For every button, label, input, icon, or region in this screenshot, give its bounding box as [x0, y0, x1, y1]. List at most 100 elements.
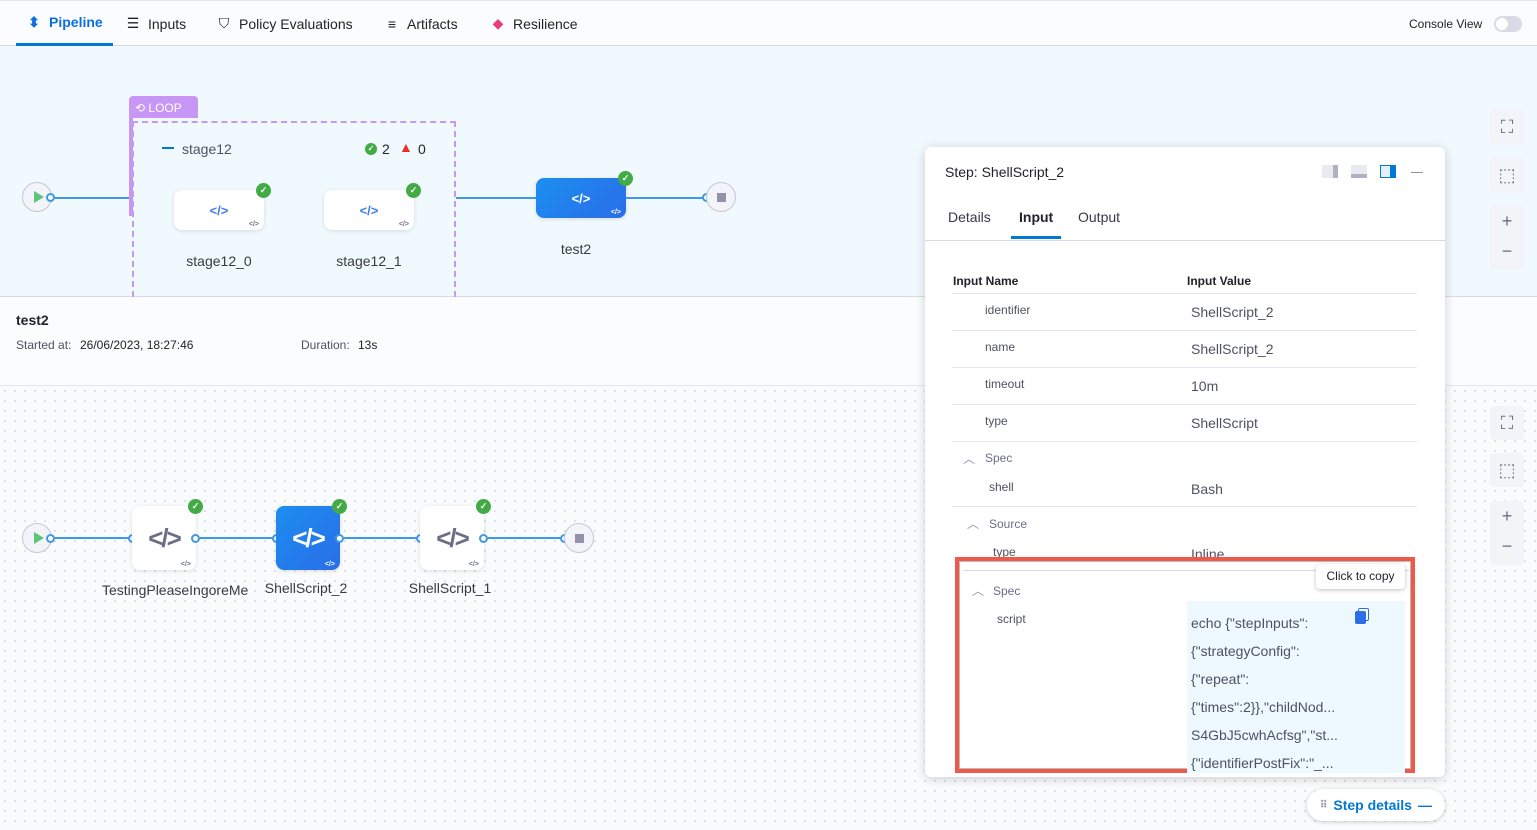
- input-name: name: [985, 340, 1016, 354]
- edge: [456, 197, 536, 199]
- loop-icon: ⟲: [135, 101, 149, 115]
- script-line: {"times":2}},"childNod...: [1191, 699, 1336, 715]
- layout-right-icon[interactable]: [1322, 165, 1338, 178]
- input-name: script: [997, 612, 1026, 626]
- tab-resilience[interactable]: ◆ Resilience: [490, 1, 578, 46]
- group-label: Spec: [985, 451, 1013, 465]
- input-name: type: [993, 545, 1016, 559]
- port: [46, 534, 55, 543]
- stage-node-stage12-0[interactable]: </> </>: [174, 190, 264, 230]
- panel-title: Step: ShellScript_2: [945, 164, 1065, 180]
- divider: [925, 240, 1445, 241]
- drag-handle-icon[interactable]: ⠿: [1320, 799, 1328, 811]
- success-icon: ✓: [365, 143, 377, 155]
- tab-input[interactable]: Input: [1011, 209, 1062, 239]
- edge: [55, 537, 132, 539]
- minimize-icon: —: [1417, 797, 1432, 813]
- port: [191, 534, 200, 543]
- script-value: echo {"stepInputs": {"strategyConfig": {…: [1187, 601, 1405, 773]
- copy-icon[interactable]: [1355, 611, 1366, 624]
- collapse-icon[interactable]: [162, 147, 174, 149]
- success-icon: ✓: [188, 499, 203, 514]
- console-view-toggle[interactable]: [1494, 16, 1522, 32]
- resilience-icon: ◆: [492, 15, 504, 31]
- loop-container: stage12 ✓ 2 ▲ 0 </> </> ✓ stage12_0 </> </…: [132, 121, 456, 297]
- input-name: shell: [989, 480, 1014, 494]
- step-node-shellscript-2[interactable]: </> </>: [276, 506, 340, 570]
- select-button[interactable]: ⬚: [1490, 453, 1524, 487]
- success-icon: ✓: [618, 171, 633, 186]
- copy-tooltip: Click to copy: [1316, 564, 1405, 589]
- input-value: ShellScript: [1191, 415, 1258, 431]
- loop-bar: [129, 118, 133, 216]
- tab-pipeline[interactable]: ⬍ Pipeline: [16, 1, 113, 46]
- tooltip-text: Click to copy: [1326, 569, 1395, 583]
- tab-output[interactable]: Output: [1078, 209, 1121, 225]
- success-icon: ✓: [256, 183, 271, 198]
- edge: [55, 197, 130, 199]
- script-line: {"repeat":: [1191, 671, 1250, 687]
- zoom-out-button[interactable]: −: [1501, 241, 1513, 261]
- tab-artifacts[interactable]: ≡ Artifacts: [384, 1, 458, 46]
- port: [335, 534, 344, 543]
- minimize-icon[interactable]: [1411, 172, 1423, 173]
- duration-label: Duration:: [301, 338, 350, 352]
- zoom-controls[interactable]: + −: [1490, 206, 1524, 270]
- code-icon: </>: [292, 522, 326, 553]
- step-node-shellscript-1[interactable]: </> </>: [420, 506, 484, 570]
- zoom-in-button[interactable]: +: [1501, 211, 1513, 231]
- step-details-label: Step details: [1333, 797, 1412, 813]
- layout-float-icon[interactable]: [1380, 165, 1396, 178]
- failure-count: 0: [418, 141, 426, 157]
- pipeline-icon: ⬍: [28, 13, 40, 30]
- tab-policy-evaluations[interactable]: ⛉ Policy Evaluations: [216, 1, 353, 46]
- code-icon: </>: [148, 522, 182, 553]
- end-node: [564, 523, 594, 553]
- spec-group[interactable]: ︿ Spec shell Bash: [952, 442, 1417, 507]
- stage-title: test2: [16, 312, 49, 328]
- fit-screen-button[interactable]: ⛶: [1490, 406, 1524, 440]
- stage-node-stage12-1[interactable]: </> </>: [324, 190, 414, 230]
- step-details-button[interactable]: ⠿ Step details —: [1307, 789, 1445, 821]
- step-label: ShellScript_1: [408, 580, 492, 596]
- success-icon: ✓: [476, 499, 491, 514]
- chevron-up-icon[interactable]: ︿: [967, 517, 980, 531]
- source-group[interactable]: ︿ Source type Inline: [956, 507, 1417, 571]
- zoom-out-button[interactable]: −: [1501, 536, 1513, 556]
- step-node-testingpleaseingoreme[interactable]: </> </>: [132, 506, 196, 570]
- col-input-value: Input Value: [1187, 274, 1252, 288]
- stage-group-name: stage12: [182, 141, 232, 157]
- edge: [626, 197, 706, 199]
- script-line: S4GbJ5cwhAcfsg","st...: [1191, 727, 1338, 743]
- zoom-controls[interactable]: + −: [1490, 501, 1524, 565]
- script-line: {"strategyConfig":: [1191, 643, 1300, 659]
- warning-icon: ▲: [399, 139, 413, 155]
- divider: [952, 293, 1417, 294]
- chevron-up-icon[interactable]: ︿: [972, 584, 985, 598]
- input-value: 10m: [1191, 378, 1219, 394]
- fit-screen-button[interactable]: ⛶: [1490, 110, 1524, 144]
- stage-label: stage12_1: [336, 253, 402, 269]
- chevron-up-icon[interactable]: ︿: [963, 452, 976, 466]
- success-icon: ✓: [332, 499, 347, 514]
- input-name: timeout: [985, 377, 1025, 391]
- success-icon: ✓: [406, 183, 421, 198]
- console-view-label: Console View: [1409, 17, 1483, 31]
- edge: [488, 537, 564, 539]
- zoom-in-button[interactable]: +: [1501, 506, 1513, 526]
- script-line: {"identifierPostFix":"_...: [1191, 755, 1334, 771]
- shield-check-icon: ⛉: [218, 15, 230, 31]
- started-value: 26/06/2023, 18:27:46: [80, 338, 194, 352]
- artifacts-icon: ≡: [387, 15, 397, 32]
- edge: [344, 537, 420, 539]
- tab-details[interactable]: Details: [948, 209, 991, 225]
- stage-node-test2[interactable]: </> </>: [536, 178, 626, 218]
- layout-bottom-icon[interactable]: [1351, 165, 1367, 178]
- code-icon: </>: [436, 522, 470, 553]
- select-button[interactable]: ⬚: [1490, 158, 1524, 192]
- tab-inputs[interactable]: ☰ Inputs: [126, 15, 187, 32]
- loop-badge: ⟲ LOOP: [129, 96, 198, 118]
- input-name: type: [985, 414, 1008, 428]
- highlight-box: ︿ Spec script echo {"stepInputs": {"stra…: [955, 557, 1415, 773]
- table-row: type ShellScript: [952, 405, 1417, 442]
